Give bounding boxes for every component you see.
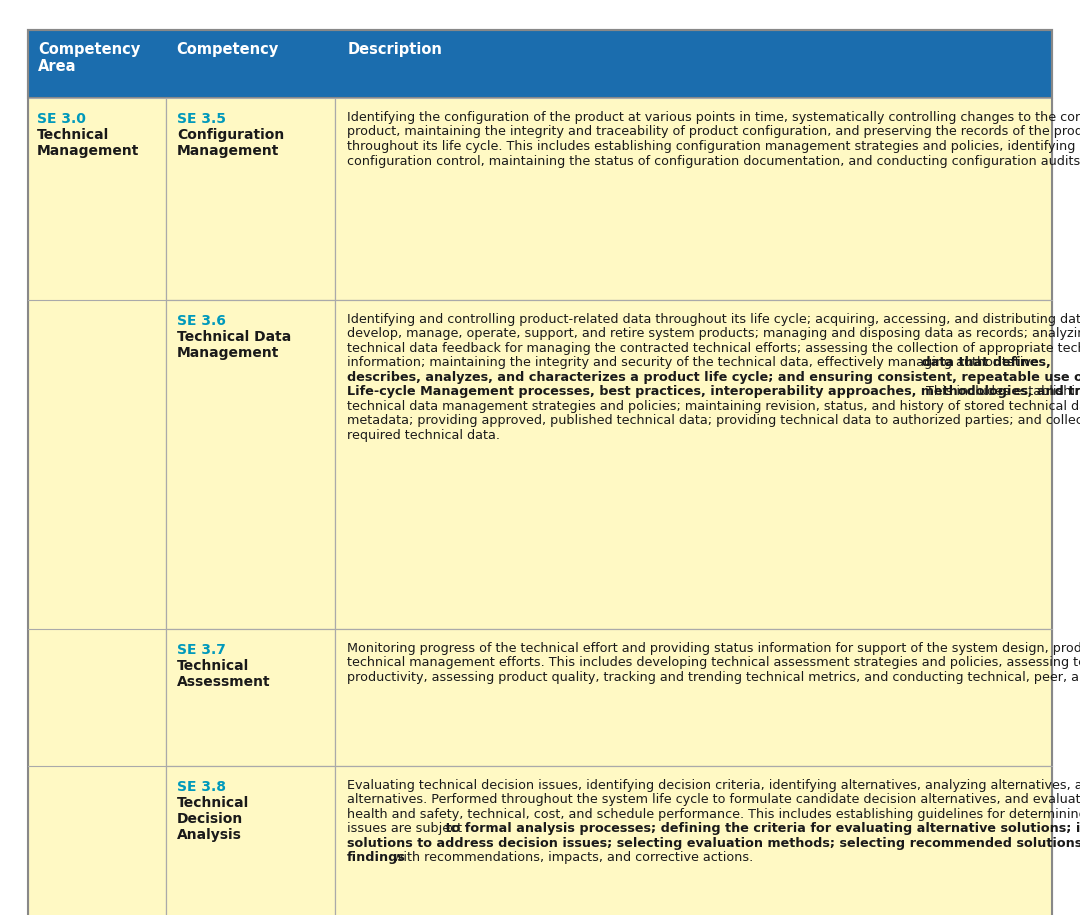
Text: Life-cycle Management processes, best practices, interoperability approaches, me: Life-cycle Management processes, best pr… [347,385,1080,398]
Text: configuration control, maintaining the status of configuration documentation, an: configuration control, maintaining the s… [347,155,1080,167]
Text: Competency: Competency [176,42,279,57]
Bar [166,766,335,915]
Bar [335,98,1052,299]
Text: technical data feedback for managing the contracted technical efforts; assessing: technical data feedback for managing the… [347,341,1080,355]
Text: Technical: Technical [177,659,249,673]
Text: information; maintaining the integrity and security of the technical data, effec: information; maintaining the integrity a… [347,356,1039,369]
Text: Technical Data: Technical Data [177,329,292,344]
Text: Management: Management [177,144,280,158]
Text: Management: Management [37,144,139,158]
Text: Evaluating technical decision issues, identifying decision criteria, identifying: Evaluating technical decision issues, id… [347,779,1080,791]
Bar [335,766,1052,915]
Text: Management: Management [177,346,280,360]
Text: issues are subject: issues are subject [347,823,462,835]
Text: product, maintaining the integrity and traceability of product configuration, an: product, maintaining the integrity and t… [347,125,1080,138]
Text: technical management efforts. This includes developing technical assessment stra: technical management efforts. This inclu… [347,656,1080,669]
Text: develop, manage, operate, support, and retire system products; managing and disp: develop, manage, operate, support, and r… [347,328,1080,340]
Text: throughout its life cycle. This includes establishing configuration management s: throughout its life cycle. This includes… [347,140,1080,153]
Text: Configuration: Configuration [177,128,284,142]
Bar [166,629,335,766]
Text: Competency
Area: Competency Area [38,42,140,74]
Text: Identifying the configuration of the product at various points in time, systemat: Identifying the configuration of the pro… [347,111,1080,124]
Text: SE 3.0: SE 3.0 [37,112,85,126]
Text: Decision: Decision [177,812,243,826]
Text: SE 3.8: SE 3.8 [177,780,226,794]
Bar [166,98,335,299]
Text: solutions to address decision issues; selecting evaluation methods; selecting re: solutions to address decision issues; se… [347,837,1080,850]
Text: Assessment: Assessment [177,674,271,689]
Text: metadata; providing approved, published technical data; providing technical data: metadata; providing approved, published … [347,414,1080,427]
Text: with recommendations, impacts, and corrective actions.: with recommendations, impacts, and corre… [389,851,753,865]
Text: Technical: Technical [177,796,249,810]
Text: to formal analysis processes; defining the criteria for evaluating alternative s: to formal analysis processes; defining t… [442,823,1080,835]
Text: SE 3.7: SE 3.7 [177,643,226,657]
Text: SE 3.6: SE 3.6 [177,314,226,328]
Text: findings: findings [347,851,406,865]
Text: This includes establishing: This includes establishing [922,385,1080,398]
Text: required technical data.: required technical data. [347,428,500,442]
Bar [28,98,166,915]
Text: SE 3.5: SE 3.5 [177,112,226,126]
Text: technical data management strategies and policies; maintaining revision, status,: technical data management strategies and… [347,400,1080,413]
Bar [28,30,1052,98]
Bar [335,629,1052,766]
Bar [28,30,1052,915]
Text: health and safety, technical, cost, and schedule performance. This includes esta: health and safety, technical, cost, and … [347,808,1080,821]
Text: Analysis: Analysis [177,828,242,842]
Bar [335,299,1052,629]
Text: Technical: Technical [37,128,109,142]
Text: Monitoring progress of the technical effort and providing status information for: Monitoring progress of the technical eff… [347,641,1080,655]
Text: data that defines,: data that defines, [917,356,1051,369]
Bar [166,299,335,629]
Text: productivity, assessing product quality, tracking and trending technical metrics: productivity, assessing product quality,… [347,671,1080,684]
Text: Identifying and controlling product-related data throughout its life cycle; acqu: Identifying and controlling product-rela… [347,313,1080,326]
Text: describes, analyzes, and characterizes a product life cycle; and ensuring consis: describes, analyzes, and characterizes a… [347,371,1080,383]
Text: alternatives. Performed throughout the system life cycle to formulate candidate : alternatives. Performed throughout the s… [347,793,1080,806]
Text: Description: Description [347,42,442,57]
